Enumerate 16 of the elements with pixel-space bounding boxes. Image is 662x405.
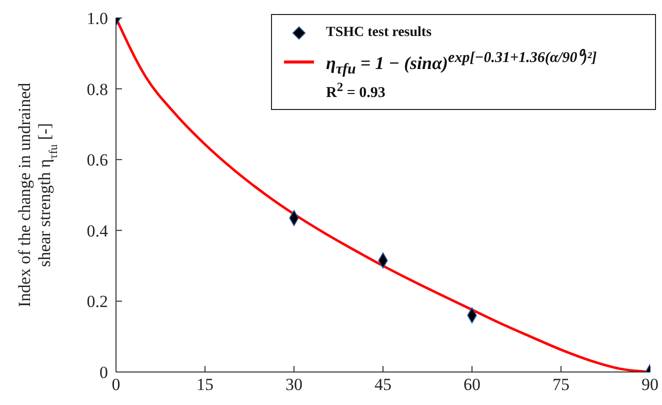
y-tick-label: 1.0	[86, 9, 108, 28]
x-tick-label: 30	[286, 375, 302, 394]
x-tick-label: 75	[552, 375, 570, 394]
y-tick-label: 0.2	[86, 292, 108, 312]
x-tick-label: 15	[196, 375, 214, 394]
y-tick-label: 0	[100, 363, 108, 382]
legend-label: η$_{τfu}$ = 1 − (sinα)$^{exp[−0.31+1.36(α/90⁰)²]}$	[326, 48, 597, 78]
y-tick-label: 0.8	[86, 80, 108, 99]
x-tick-label: 45	[374, 375, 392, 394]
x-tick-label: 0	[112, 375, 120, 394]
x-tick-label: 90	[642, 375, 658, 394]
y-tick-label: 0.4	[86, 221, 108, 240]
y-tick-label: 0.6	[86, 150, 108, 170]
legend-label: TSHC test results	[326, 25, 432, 41]
annotation: R$^{2}$ = 0.93	[326, 80, 386, 102]
x-tick-label: 60	[464, 375, 480, 394]
